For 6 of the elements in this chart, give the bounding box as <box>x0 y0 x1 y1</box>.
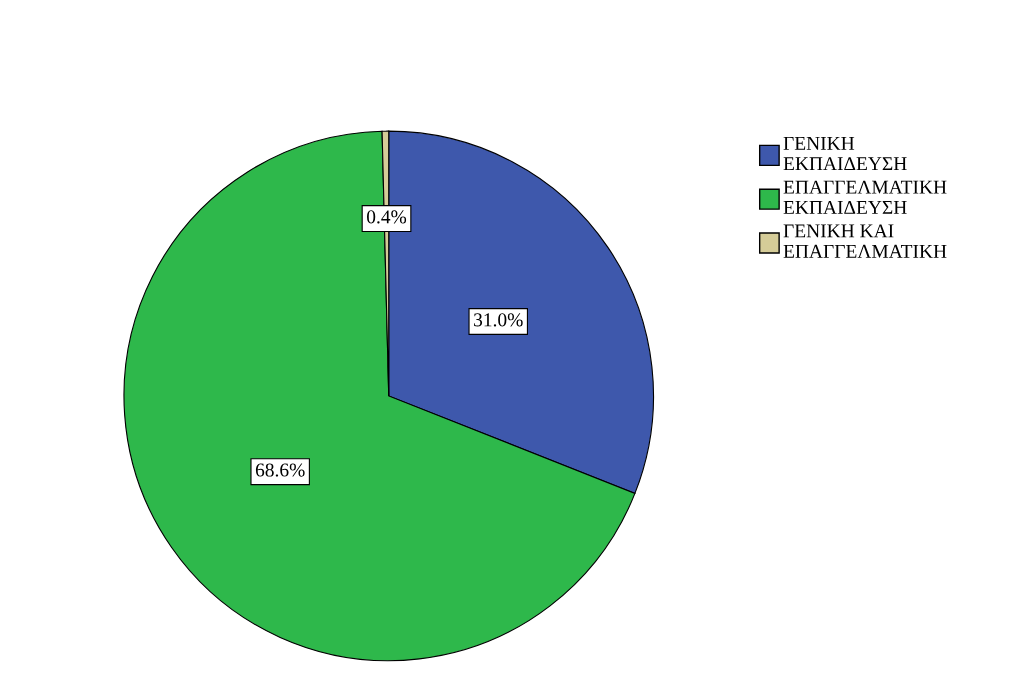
data-label: 68.6% <box>255 463 305 477</box>
legend-label: ΓΕΝΙΚΗ ΕΚΠΑΙΔΕΥΣΗ <box>783 136 907 171</box>
data-label: 0.4% <box>367 210 407 224</box>
legend-label: ΕΠΑΓΓΕΛΜΑΤΙΚΗ ΕΚΠΑΙΔΕΥΣΗ <box>783 180 947 214</box>
legend-label: ΓΕΝΙΚΗ ΚΑΙ ΕΠΑΓΓΕΛΜΑΤΙΚΗ <box>783 224 947 258</box>
data-label: 31.0% <box>474 313 523 327</box>
